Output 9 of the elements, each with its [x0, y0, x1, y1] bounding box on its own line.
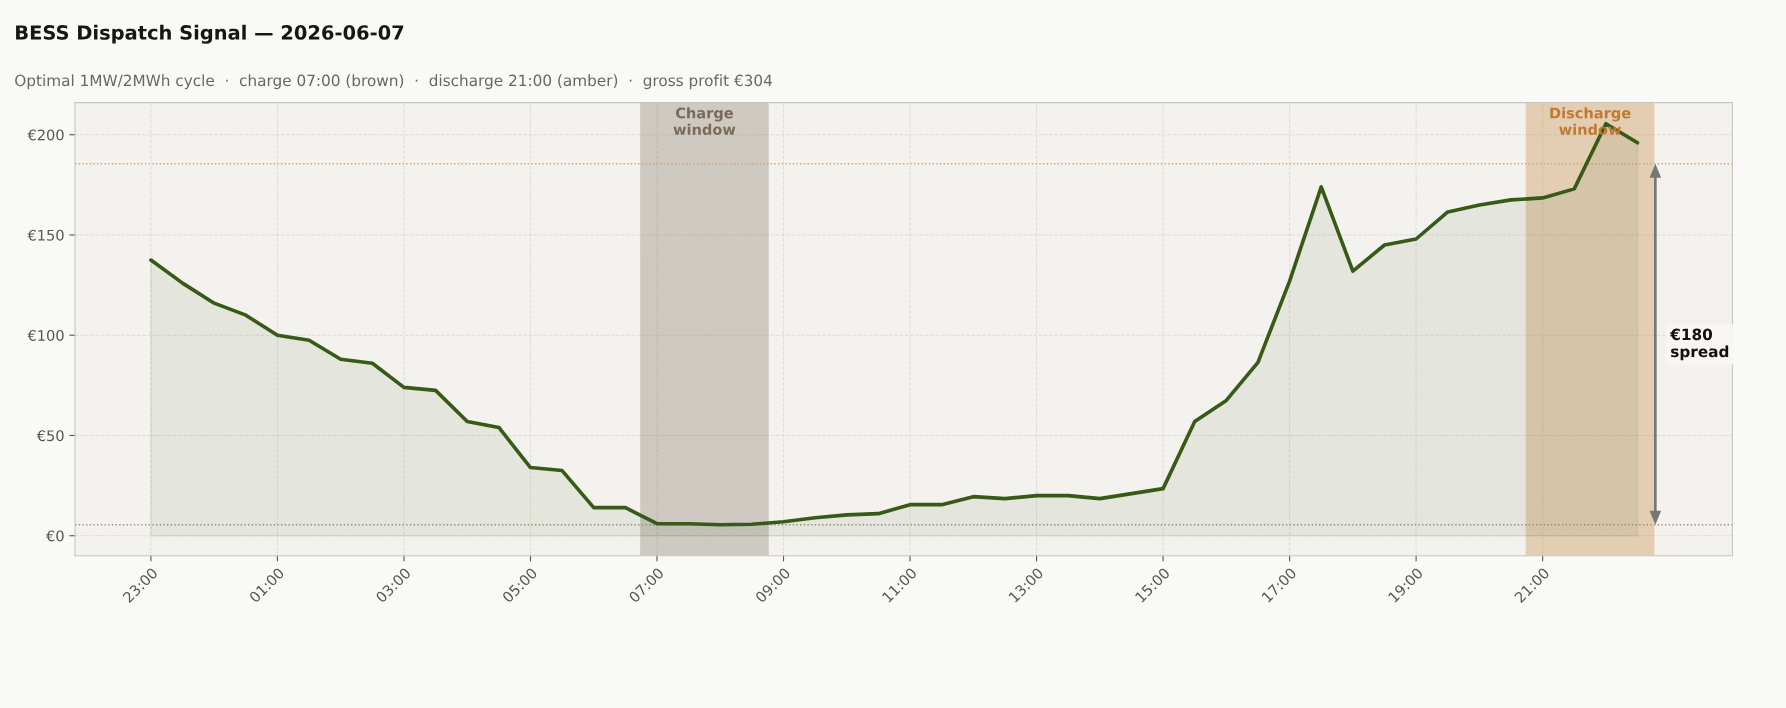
y-tick-label: €200	[27, 129, 64, 141]
annotation: €180 spread	[1669, 328, 1729, 361]
chart-subtitle: Optimal 1MW/2MWh cycle · charge 07:00 (brown) · discharge 21:00 (amber) · gross profit €304	[15, 74, 772, 90]
chart-title: BESS Dispatch Signal — 2026-06-07	[16, 24, 404, 44]
y-tick-label: €150	[27, 229, 64, 241]
y-tick-label: €50	[36, 430, 64, 442]
band-label: Charge window	[673, 107, 736, 135]
y-tick-label: €0	[46, 530, 64, 542]
y-tick-label: €100	[27, 329, 64, 341]
